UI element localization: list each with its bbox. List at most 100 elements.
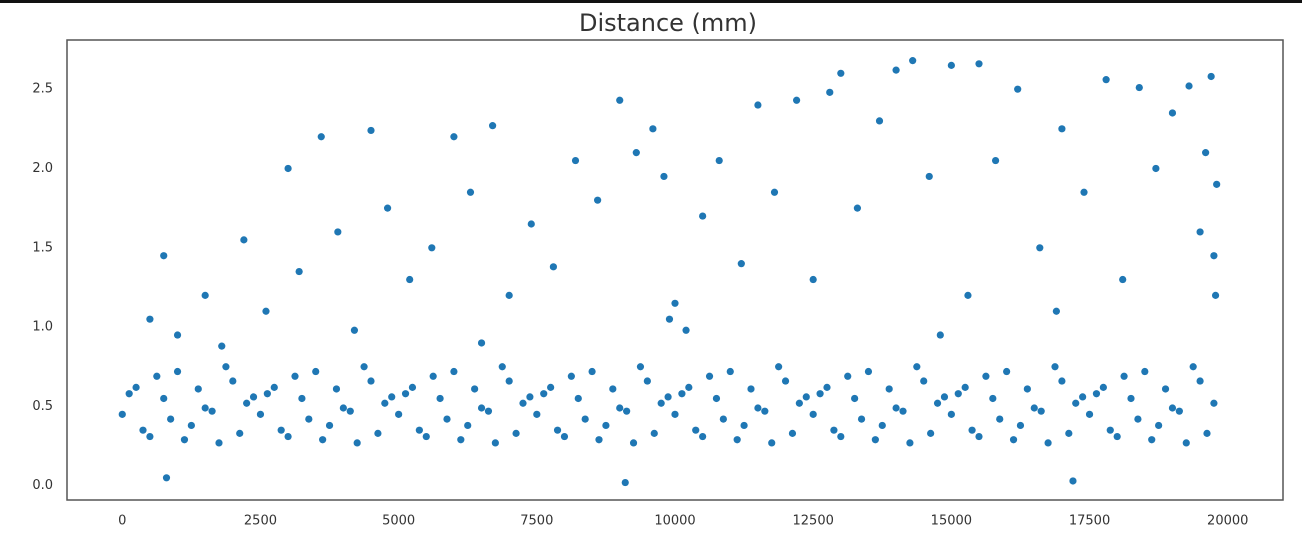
point	[754, 404, 762, 412]
point	[360, 363, 368, 371]
point	[936, 331, 944, 339]
point	[263, 390, 271, 398]
x-tick-label: 0	[118, 514, 126, 529]
point	[692, 426, 700, 434]
point	[1113, 432, 1121, 441]
point	[1148, 436, 1156, 444]
point	[484, 407, 493, 415]
point	[947, 410, 955, 418]
point	[429, 372, 437, 380]
point	[1099, 383, 1107, 391]
point	[650, 429, 658, 437]
point	[875, 117, 884, 125]
point	[671, 410, 679, 418]
point	[685, 383, 693, 391]
point	[560, 432, 569, 441]
point	[1009, 436, 1018, 444]
point	[1168, 404, 1177, 412]
point	[1023, 385, 1031, 393]
point	[643, 377, 651, 385]
point	[395, 410, 403, 418]
point	[616, 404, 624, 412]
point	[1085, 410, 1094, 418]
point	[678, 390, 686, 398]
point	[547, 383, 555, 391]
point	[636, 363, 645, 371]
point	[533, 410, 541, 418]
point	[770, 188, 779, 196]
point	[240, 236, 248, 244]
point	[1072, 399, 1080, 407]
point	[594, 196, 602, 204]
point	[657, 399, 665, 407]
point	[632, 149, 640, 157]
point	[428, 244, 436, 252]
point	[381, 399, 389, 407]
point	[1069, 477, 1077, 485]
point	[823, 383, 831, 391]
point	[477, 339, 486, 347]
point	[906, 439, 914, 447]
point	[489, 122, 497, 130]
point	[187, 421, 195, 430]
y-tick-label: 0.0	[32, 478, 53, 493]
point	[406, 275, 414, 284]
point	[201, 291, 209, 299]
point	[664, 393, 672, 401]
point	[1185, 82, 1193, 90]
point	[553, 426, 562, 434]
point	[989, 394, 997, 403]
point	[194, 385, 202, 393]
point	[733, 436, 741, 444]
point	[319, 436, 327, 444]
x-tick-label: 5000	[382, 514, 415, 529]
y-tick-label: 2.5	[32, 82, 53, 97]
point	[1106, 426, 1114, 434]
point	[857, 415, 866, 423]
point	[816, 390, 824, 398]
point	[1152, 164, 1160, 173]
point	[1211, 291, 1220, 299]
point	[853, 204, 862, 212]
point	[909, 57, 917, 65]
point	[466, 188, 475, 196]
point	[871, 436, 879, 444]
point	[317, 133, 325, 141]
point	[146, 432, 154, 441]
point	[1016, 421, 1025, 430]
point	[1065, 429, 1073, 437]
point	[215, 439, 223, 447]
point	[899, 407, 907, 415]
point	[1014, 85, 1022, 93]
point	[913, 363, 921, 371]
point	[925, 172, 933, 181]
point	[519, 399, 527, 407]
point	[1119, 275, 1127, 284]
point	[878, 421, 886, 430]
point	[737, 260, 745, 268]
point	[968, 426, 976, 434]
point	[1030, 404, 1038, 412]
point	[132, 383, 140, 391]
point	[665, 315, 674, 323]
point	[1189, 363, 1197, 371]
point	[715, 156, 723, 165]
point	[621, 478, 629, 487]
point	[1213, 180, 1221, 188]
point	[623, 407, 631, 415]
point	[885, 385, 893, 393]
point	[747, 385, 755, 393]
point	[609, 385, 617, 393]
point	[1051, 363, 1059, 371]
point	[595, 436, 603, 444]
point	[954, 390, 962, 398]
point	[1182, 439, 1190, 447]
point	[350, 326, 359, 334]
point	[1210, 252, 1218, 260]
point	[768, 439, 776, 447]
point	[1092, 390, 1101, 398]
point	[761, 407, 769, 415]
point	[367, 377, 375, 385]
point	[549, 263, 558, 271]
